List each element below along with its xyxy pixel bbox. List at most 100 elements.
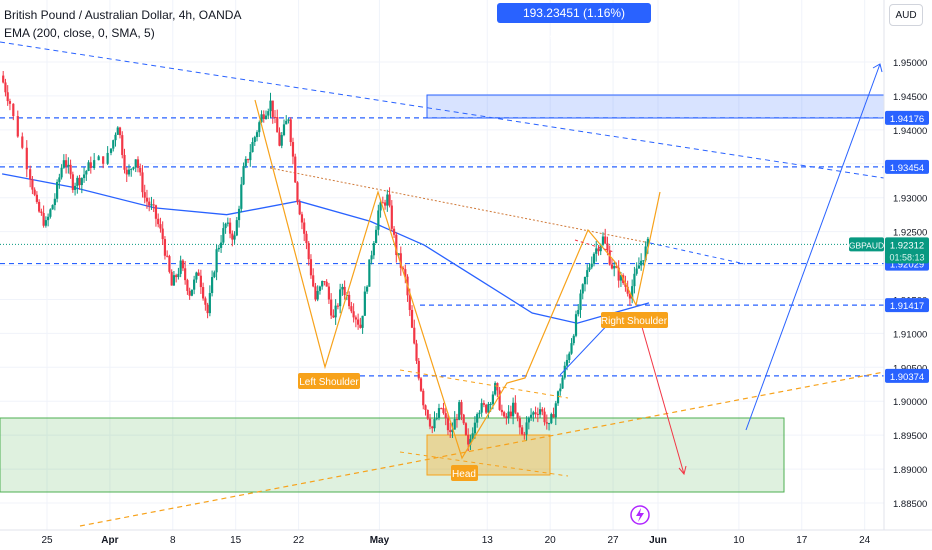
support-zone[interactable] xyxy=(0,417,785,493)
candle-body xyxy=(336,305,339,307)
candle-body xyxy=(276,117,279,133)
axes xyxy=(0,0,932,531)
indicator-legend[interactable]: EMA (200, close, 0, SMA, 5) xyxy=(4,26,155,40)
candle-body xyxy=(449,430,452,433)
ascending-support-line[interactable] xyxy=(79,371,885,527)
projection-up-line[interactable] xyxy=(745,63,881,431)
candle-body xyxy=(127,169,131,175)
candle-body xyxy=(141,172,144,193)
lightning-icon[interactable] xyxy=(630,505,650,525)
level-badge xyxy=(885,368,929,383)
candle-body xyxy=(82,174,86,179)
candle-body xyxy=(381,202,384,204)
chart-title: British Pound / Australian Dollar, 4h, O… xyxy=(4,8,242,22)
candle-body xyxy=(410,309,414,328)
time-tick-label: 15 xyxy=(230,535,242,546)
candle-body xyxy=(352,311,355,318)
candle-body xyxy=(35,194,38,202)
candle-body xyxy=(532,412,535,415)
candle-body xyxy=(157,218,160,225)
candle-body xyxy=(60,167,63,178)
candle-body xyxy=(357,319,360,325)
symbol-badge[interactable] xyxy=(849,237,884,252)
candle-body xyxy=(8,101,12,104)
candle-body xyxy=(415,343,418,361)
head-zone[interactable] xyxy=(426,434,551,476)
candle-body xyxy=(446,418,450,431)
candle-body xyxy=(244,159,247,167)
candle-body xyxy=(213,272,216,278)
candle-body xyxy=(21,136,24,148)
candle-body xyxy=(251,142,254,153)
candle-body xyxy=(379,202,382,211)
candle-body xyxy=(305,233,308,244)
candle-body xyxy=(193,279,196,290)
time-axis-ticks: 25 Apr 8 15 22 May 13 20 27 Jun 10 17 24 xyxy=(41,535,870,546)
resistance-zone[interactable] xyxy=(426,94,885,119)
head-text: Head xyxy=(452,469,476,480)
head-label[interactable]: Head xyxy=(451,465,478,481)
candle-body xyxy=(264,115,268,119)
candle-body xyxy=(574,314,578,336)
candle-body xyxy=(222,228,225,243)
candle-body xyxy=(219,242,223,248)
candle-body xyxy=(273,116,277,118)
candle-body xyxy=(514,402,517,413)
projection-down-line[interactable] xyxy=(639,319,685,475)
neckline[interactable] xyxy=(269,167,651,244)
candle-body xyxy=(478,412,481,415)
candle-body xyxy=(460,402,463,415)
horizontal-levels xyxy=(0,117,884,377)
candle-body xyxy=(150,204,153,206)
currency-button[interactable]: AUD xyxy=(889,4,923,26)
candle-body xyxy=(404,269,407,277)
candle-body xyxy=(637,265,641,269)
symbol-badge-label: GBPAUD xyxy=(849,240,884,250)
candle-body xyxy=(631,286,634,299)
candle-body xyxy=(334,305,337,318)
candle-body xyxy=(610,264,614,269)
candle-body xyxy=(372,243,375,256)
price-tick-label: 1.88500 xyxy=(893,499,927,510)
right-shoulder-upper[interactable] xyxy=(574,239,615,253)
candle-body xyxy=(271,100,274,117)
candle-body xyxy=(559,388,562,392)
head-wedge-upper[interactable] xyxy=(399,369,569,399)
right-shoulder-label[interactable]: Right Shoulder xyxy=(601,312,668,328)
candle-body xyxy=(56,181,59,199)
candle-body xyxy=(462,414,465,424)
candle-body xyxy=(512,402,515,417)
candle-body xyxy=(644,246,647,261)
pattern-labels: Left Shoulder Head Right Shoulder xyxy=(298,312,668,481)
candle-body xyxy=(163,239,167,256)
candle-body xyxy=(300,214,304,223)
candle-body xyxy=(51,205,54,210)
left-shoulder-label[interactable]: Left Shoulder xyxy=(298,373,360,389)
candle-body xyxy=(97,156,100,161)
candle-body xyxy=(388,194,391,206)
candle-body xyxy=(444,413,447,419)
candle-body xyxy=(233,235,236,240)
neckline-extension[interactable] xyxy=(649,242,746,265)
price-tick-label: 1.91000 xyxy=(893,329,927,340)
zones xyxy=(0,94,885,493)
candle-body xyxy=(33,189,36,195)
candle-body xyxy=(383,202,387,206)
candle-body xyxy=(93,160,96,168)
candle-body xyxy=(67,164,70,167)
ema-200-path[interactable] xyxy=(1,173,650,324)
candle-body xyxy=(49,209,52,217)
grid xyxy=(0,0,884,530)
candle-body xyxy=(80,178,83,186)
candle-body xyxy=(294,156,297,183)
zigzag-pattern[interactable] xyxy=(254,99,661,460)
candle-body xyxy=(44,220,47,226)
candle-body xyxy=(377,210,380,230)
candle-body xyxy=(613,266,616,269)
candle-body xyxy=(240,184,243,209)
candle-body xyxy=(85,170,88,175)
candle-body xyxy=(114,134,117,141)
candle-body xyxy=(152,204,155,206)
candle-body xyxy=(177,273,180,278)
